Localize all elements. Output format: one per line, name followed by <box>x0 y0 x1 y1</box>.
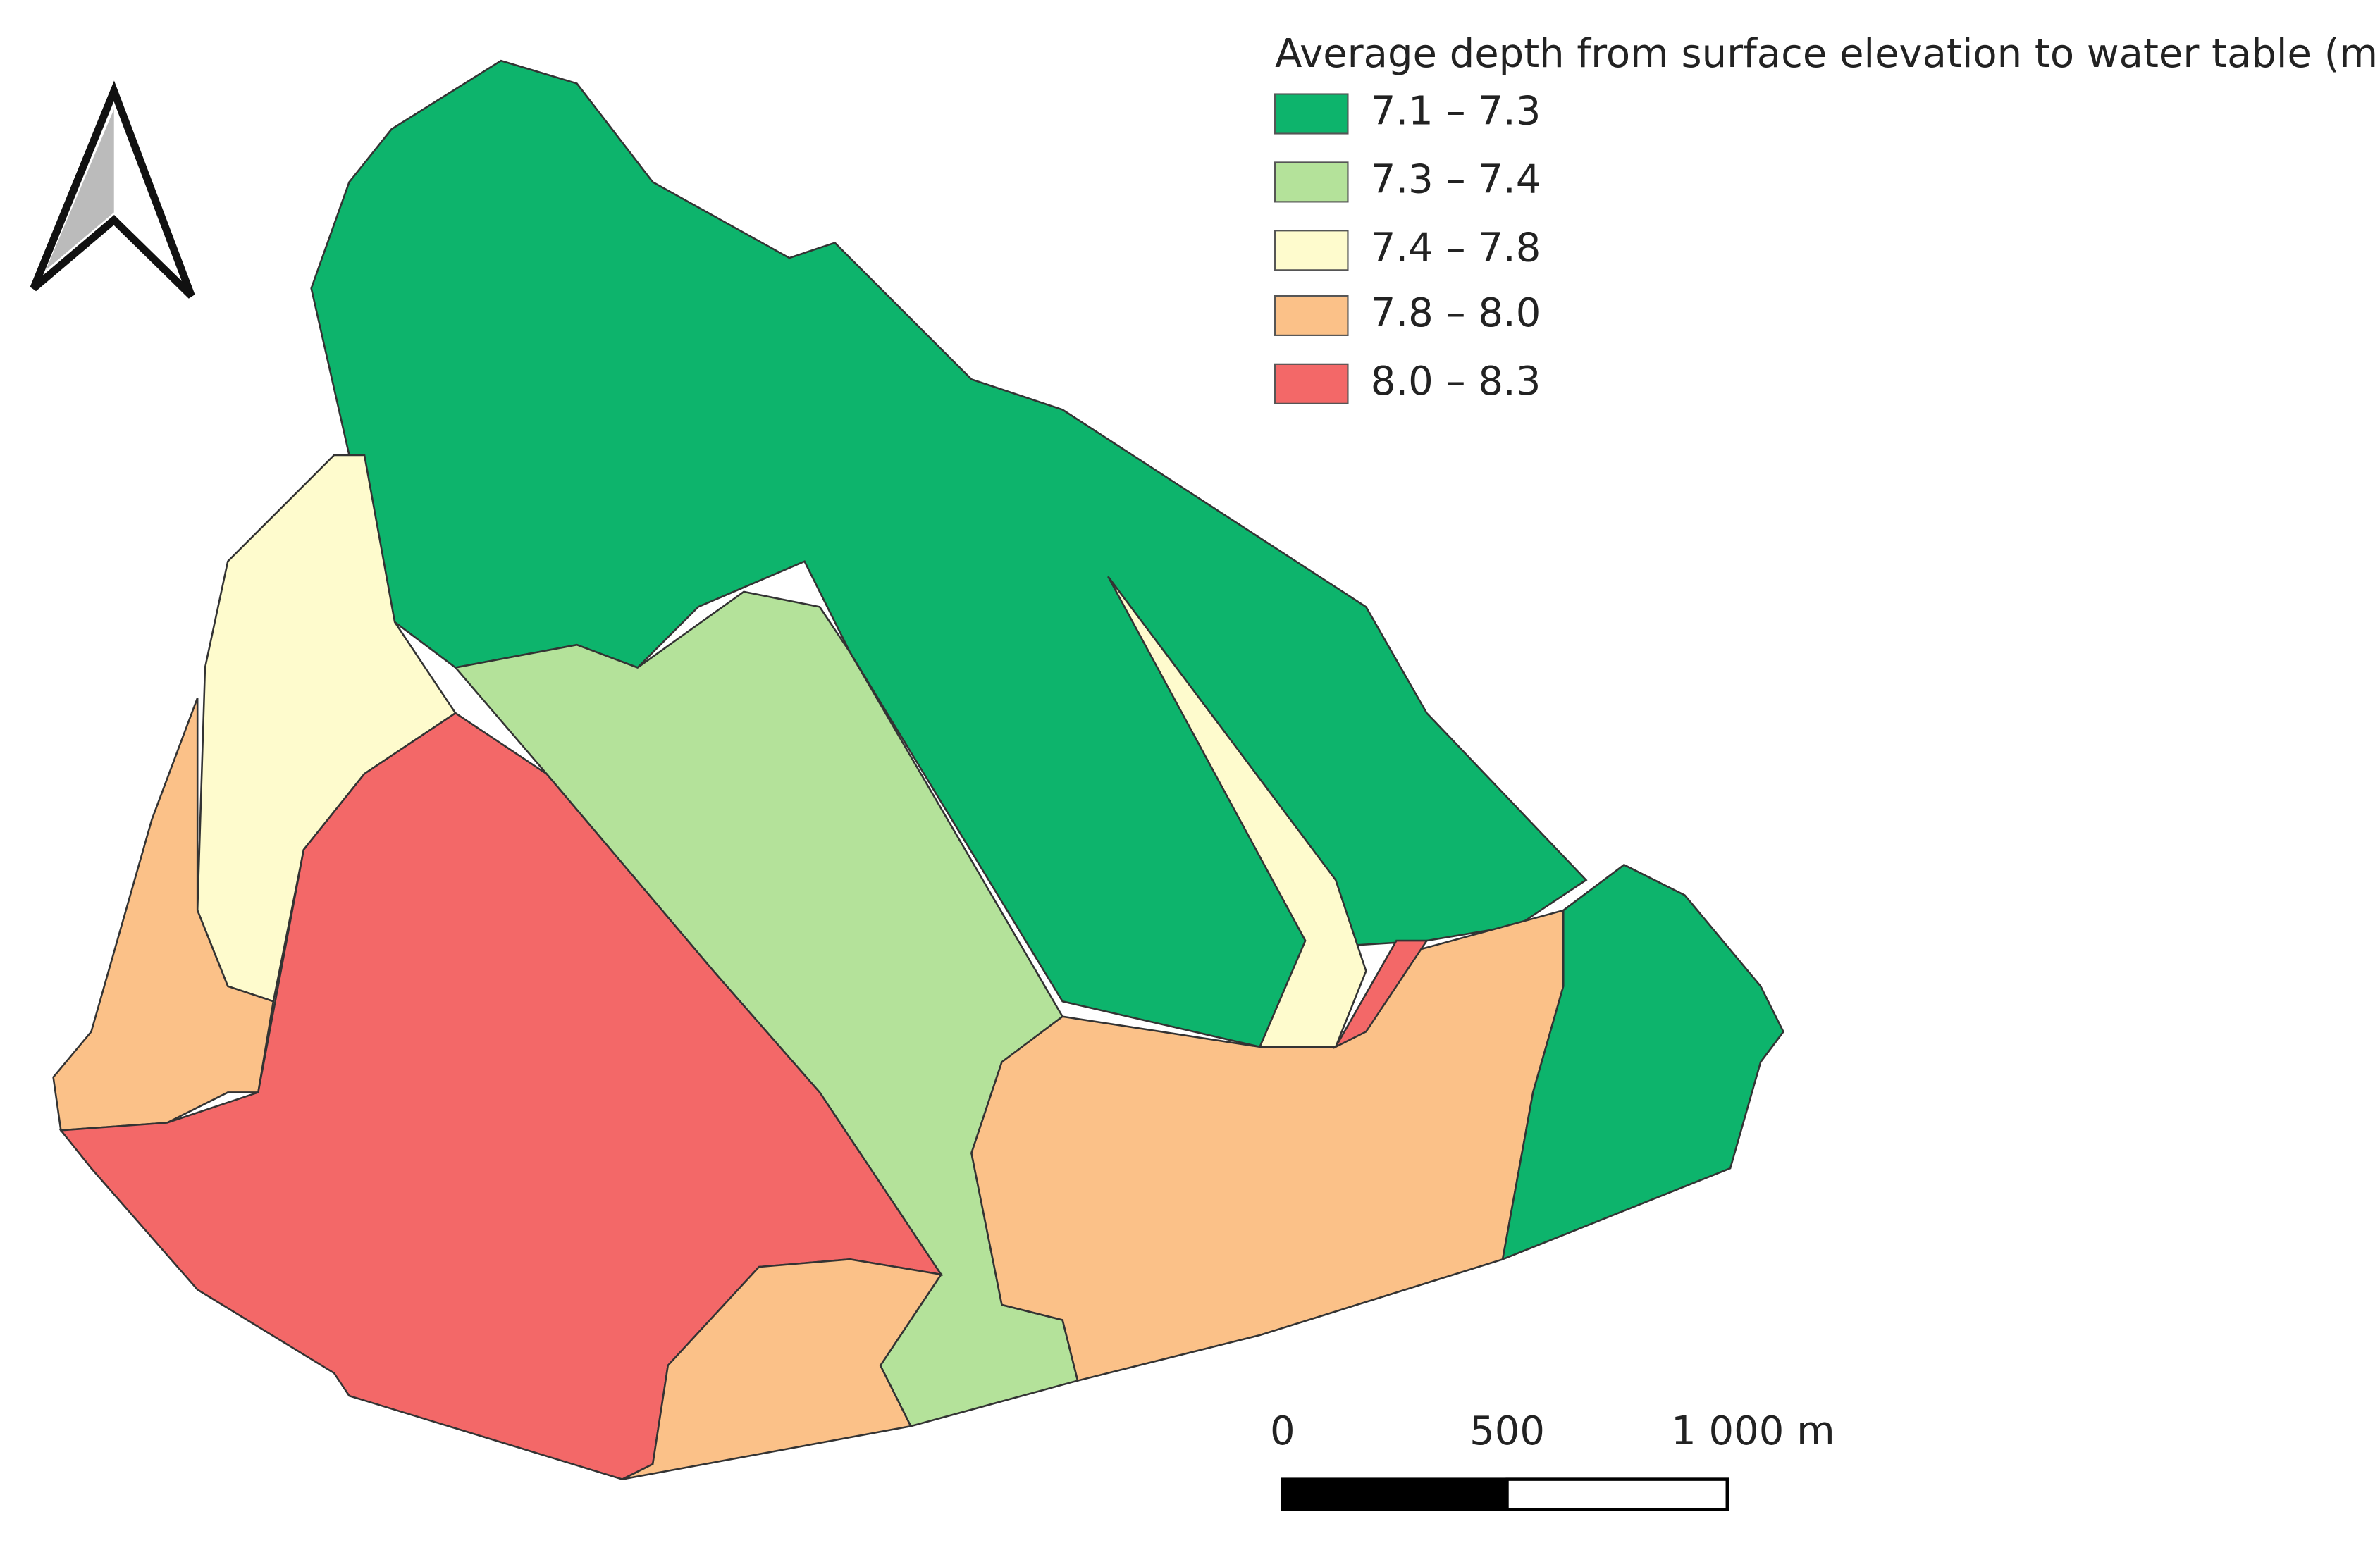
north-arrow-shade <box>45 109 114 271</box>
legend-label: 7.8 – 8.0 <box>1371 290 1541 336</box>
legend-label: 7.1 – 7.3 <box>1371 89 1541 135</box>
legend-label: 7.4 – 7.8 <box>1371 225 1541 271</box>
scale-label: 1 000 m <box>1671 1408 1835 1454</box>
legend-swatch <box>1274 161 1349 203</box>
legend-swatch <box>1274 363 1349 404</box>
legend-label: 7.3 – 7.4 <box>1371 157 1541 203</box>
legend-label: 8.0 – 8.3 <box>1371 359 1541 404</box>
zones <box>52 59 1784 1480</box>
legend: 7.1 – 7.3 7.3 – 7.4 7.4 – 7.8 7.8 – 8.0 8.0 … <box>1274 89 1541 404</box>
scale-bar-black <box>1282 1479 1507 1510</box>
scale-label: 0 <box>1270 1408 1295 1454</box>
zone <box>622 1258 943 1480</box>
legend-title: Average depth from surface elevation to … <box>1275 31 2380 77</box>
scale-bar-frame <box>1281 1477 1729 1511</box>
scale-bar-white <box>1505 1477 1729 1511</box>
zone <box>1501 863 1784 1261</box>
legend-swatch <box>1274 295 1349 336</box>
legend-swatch <box>1274 230 1349 271</box>
legend-swatch <box>1274 93 1349 135</box>
zone <box>58 712 944 1480</box>
scale-label: 500 <box>1469 1408 1545 1454</box>
zone <box>1333 939 1429 1049</box>
